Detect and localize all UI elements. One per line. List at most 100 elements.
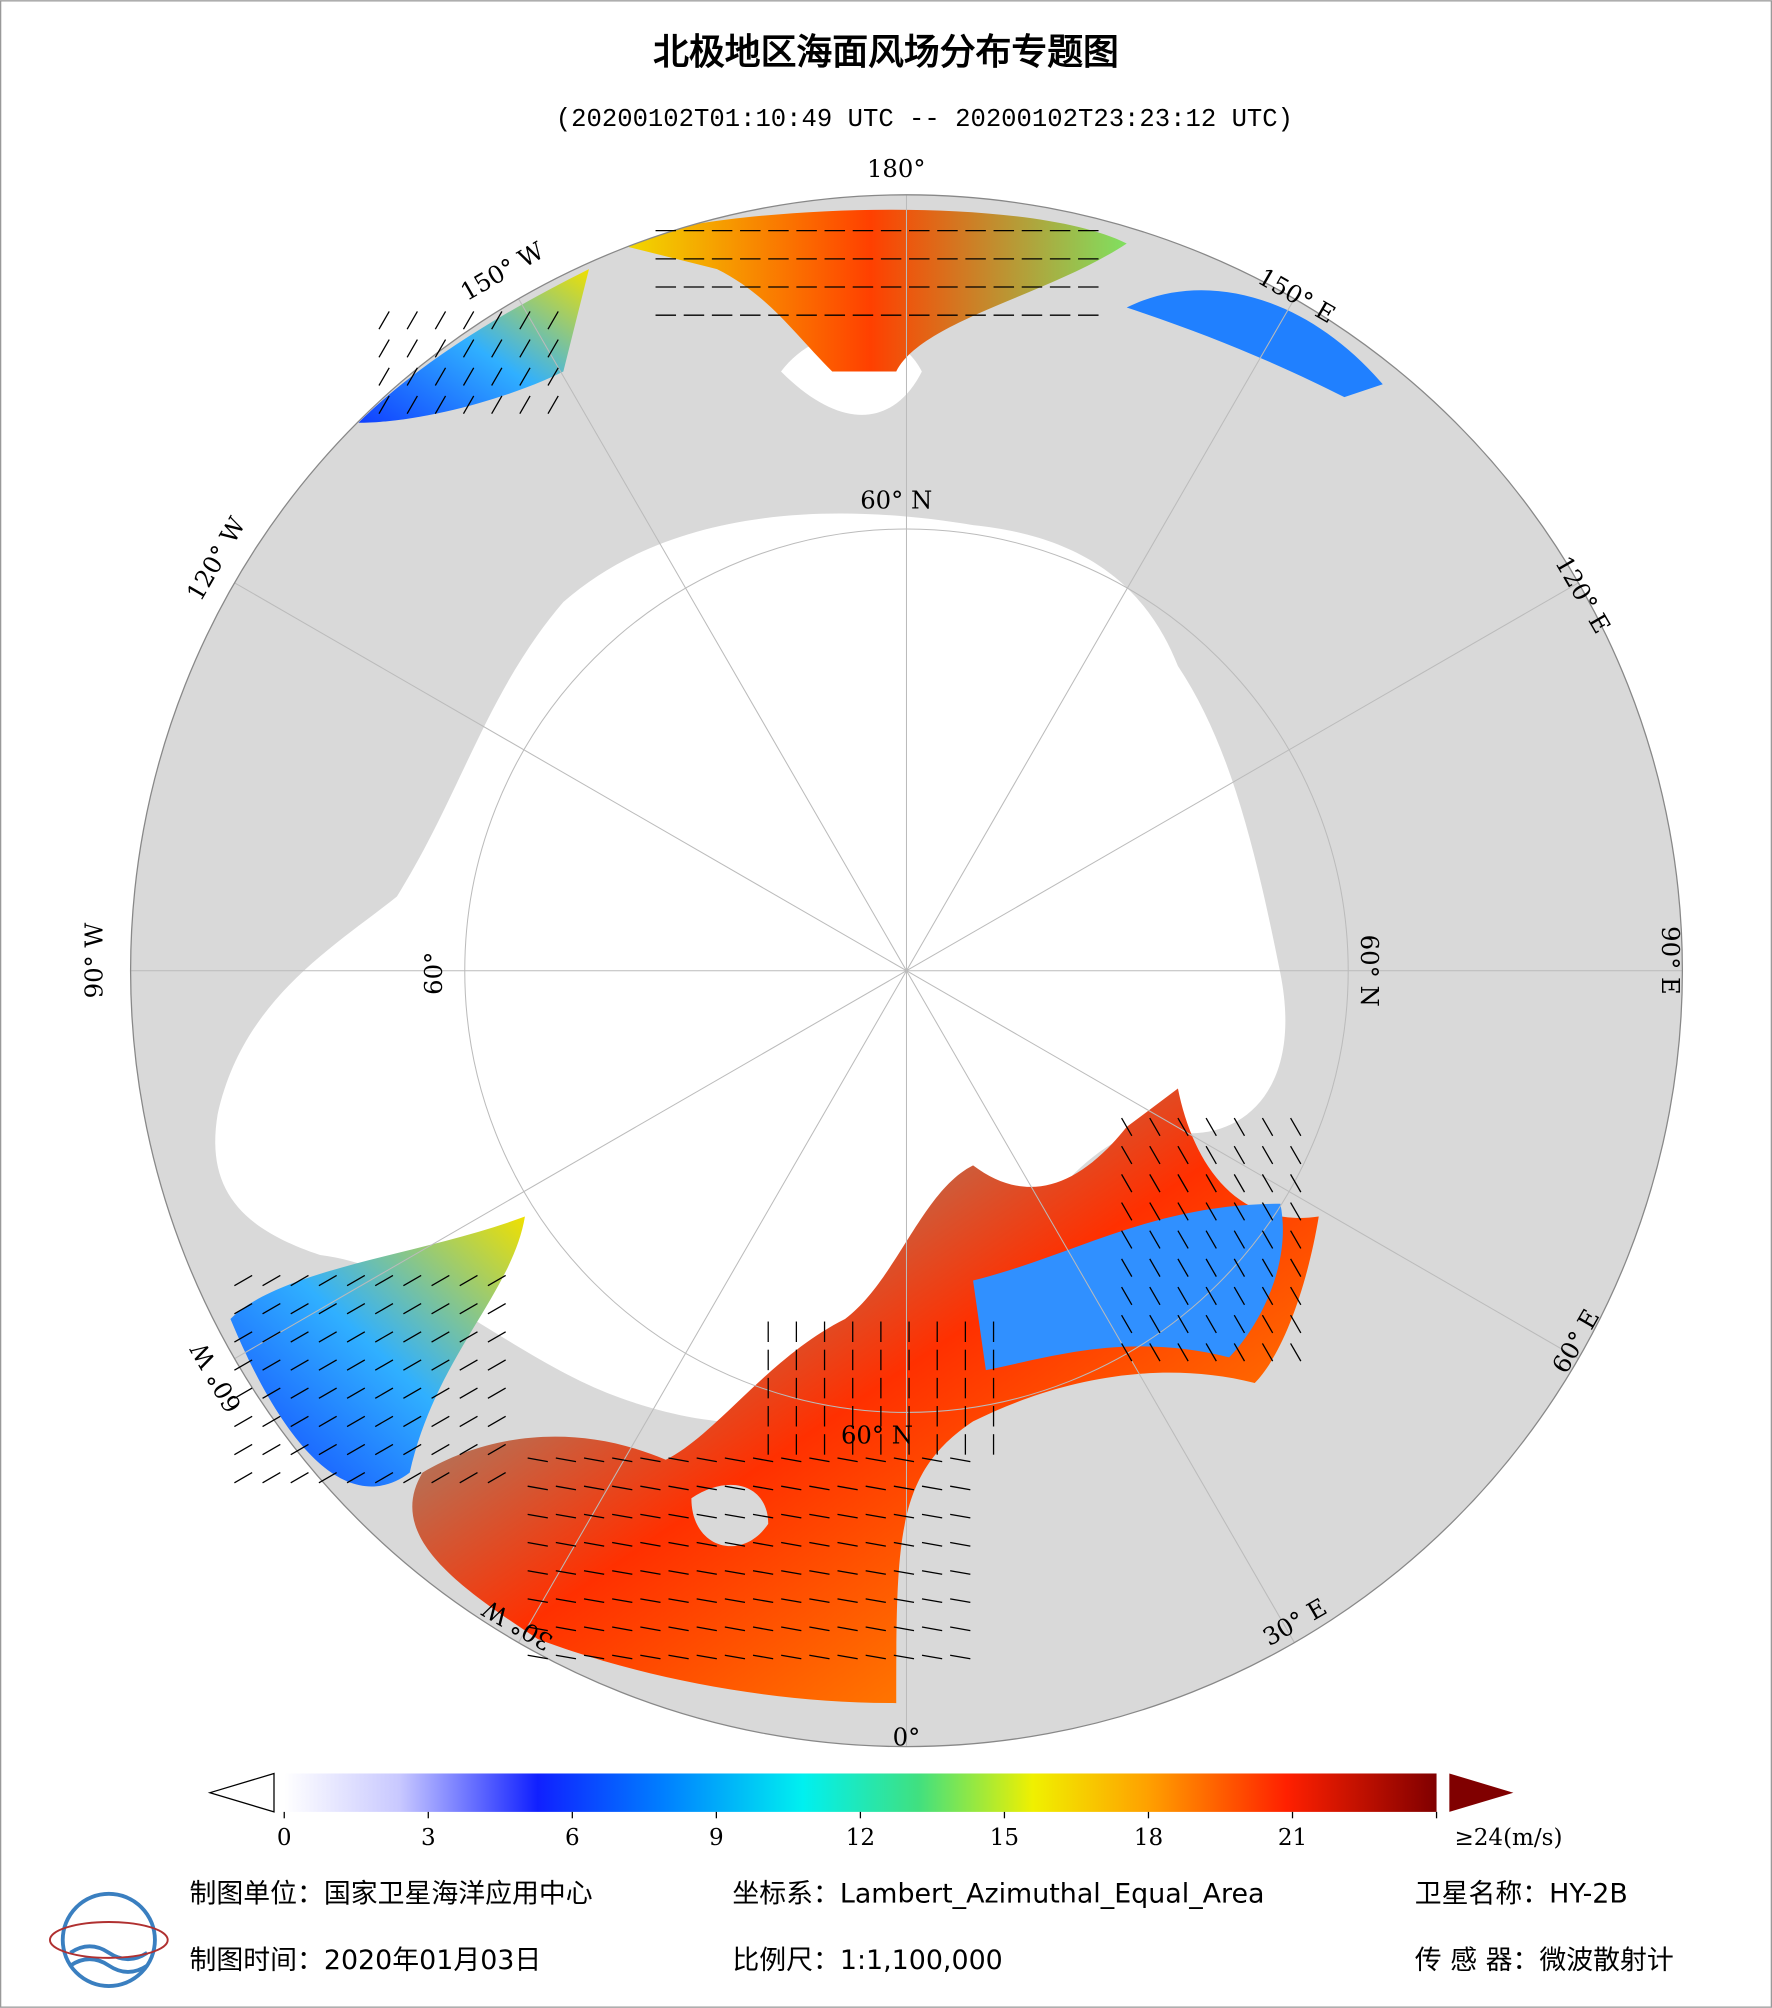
colorbar-tick-label: 12 [846, 1825, 875, 1851]
wind-arrow [612, 1485, 633, 1491]
wind-arrow [1177, 1174, 1189, 1193]
wind-arrow [1261, 1117, 1274, 1137]
wind-arrow [555, 1570, 577, 1575]
wind-arrow [893, 1598, 915, 1604]
wind-arrow [431, 1415, 450, 1428]
wind-arrow [668, 1654, 689, 1660]
wind-arrow [668, 1570, 689, 1575]
wind-arrow [781, 1626, 802, 1632]
wind-arrow [459, 1415, 478, 1428]
wind-arrow [893, 1485, 915, 1491]
wind-arrow [374, 1274, 394, 1287]
wind-arrow [434, 367, 447, 386]
wind-arrow [724, 1626, 746, 1632]
wind-arrow [555, 1541, 577, 1547]
wind-arrow [809, 1513, 830, 1519]
wind-arrow [527, 1570, 548, 1575]
wind-arrow [459, 1303, 478, 1315]
wind-arrow [752, 1654, 774, 1660]
wind-arrow [519, 367, 531, 386]
wind-arrow [612, 1570, 633, 1575]
longitude-label: 180° [867, 154, 926, 183]
wind-arrow [491, 311, 503, 330]
wind-arrow [640, 1513, 661, 1519]
footer-item: 制图单位：国家卫星海洋应用中心 [189, 1879, 592, 1910]
wind-arrow [1121, 1145, 1133, 1165]
wind-arrow [527, 1626, 548, 1632]
wind-arrow [837, 1457, 858, 1463]
wind-arrow [1233, 1230, 1246, 1249]
title: 北极地区海面风场分布专题图 [653, 32, 1119, 73]
latitude-label: 60° N [841, 1420, 913, 1449]
wind-arrow [318, 1331, 337, 1343]
wind-arrow [431, 1331, 450, 1343]
wind-arrow [1205, 1343, 1217, 1362]
wind-arrow [724, 1598, 746, 1604]
longitude-label: 90° W [80, 923, 109, 999]
wind-arrow [462, 311, 475, 330]
wind-arrow [487, 1274, 506, 1287]
wind-arrow [640, 1457, 661, 1463]
wind-arrow [1261, 1314, 1274, 1334]
wind-arrow [290, 1415, 309, 1428]
wind-arrow [583, 1541, 605, 1547]
wind-arrow [1121, 1174, 1133, 1193]
wind-arrow [1121, 1314, 1133, 1334]
meridian [518, 970, 907, 1643]
wind-arrow [487, 1443, 506, 1456]
colorbar-min-arrow [207, 1772, 275, 1813]
wind-arrow [318, 1359, 337, 1371]
wind-arrow [583, 1457, 605, 1463]
wind-arrow [583, 1626, 605, 1632]
wind-arrow [893, 1654, 915, 1660]
wind-arrow [1177, 1343, 1189, 1362]
wind-arrow [668, 1541, 689, 1547]
wind-arrow [527, 1485, 548, 1491]
wind-arrow [668, 1598, 689, 1604]
wind-arrow [555, 1654, 577, 1660]
wind-arrow [262, 1472, 281, 1484]
wind-arrow [668, 1457, 689, 1463]
wind-arrow [724, 1513, 746, 1519]
wind-arrow [346, 1443, 366, 1456]
wind-arrow [1121, 1230, 1133, 1249]
meridian [906, 582, 1579, 972]
wind-arrow [527, 1654, 548, 1660]
wind-arrow [781, 1541, 802, 1547]
wind-arrow [640, 1598, 661, 1604]
wind-arrow [1233, 1286, 1246, 1306]
wind-arrow [781, 1513, 802, 1519]
wind-arrow [921, 1626, 943, 1632]
wind-arrow [262, 1303, 281, 1315]
wind-arrow [1290, 1145, 1302, 1165]
wind-arrow [318, 1443, 337, 1456]
wind-arrow [1290, 1174, 1302, 1193]
wind-arrow [865, 1626, 886, 1632]
wind-arrow [893, 1570, 915, 1575]
wind-arrow [640, 1570, 661, 1575]
wind-arrow [809, 1654, 830, 1660]
wind-arrow [290, 1274, 309, 1287]
wind-arrow [290, 1303, 309, 1315]
wind-arrow [837, 1626, 858, 1632]
wind-arrow [290, 1472, 309, 1484]
wind-arrow [434, 339, 447, 358]
colorbar-tick-label: 6 [565, 1825, 580, 1851]
wind-arrow [1205, 1286, 1217, 1306]
wind-arrow [696, 1626, 717, 1632]
wind-arrow [547, 339, 559, 358]
wind-arrow [459, 1331, 478, 1343]
wind-arrow [403, 1274, 422, 1287]
wind-arrow [1233, 1314, 1246, 1334]
wind-arrow [519, 395, 531, 414]
wind-arrow [459, 1387, 478, 1399]
wind-arrow [406, 395, 418, 414]
wind-arrow [1149, 1258, 1161, 1277]
wind-arrow [1149, 1343, 1161, 1362]
wind-arrow [459, 1359, 478, 1371]
wind-arrow [809, 1541, 830, 1547]
wind-arrow [950, 1457, 971, 1463]
wind-arrow [1205, 1117, 1217, 1137]
wind-arrow [374, 1415, 394, 1428]
